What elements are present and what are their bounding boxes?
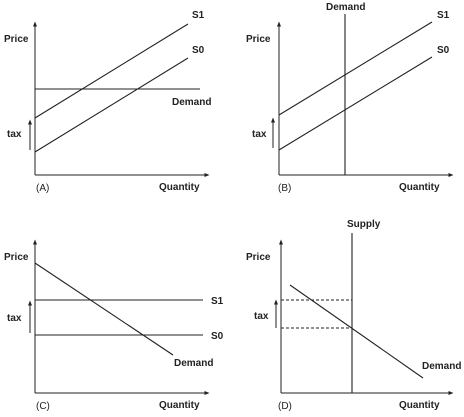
panel-c: Price Quantity (C) S1 S0 Demand tax: [4, 239, 224, 412]
panel-d-tax-label: tax: [254, 311, 269, 322]
panel-a-s0-line: [34, 57, 189, 153]
panel-b: Price Quantity (B) S1 S0 Demand tax: [246, 2, 454, 194]
panel-c-s1-label: S1: [211, 296, 224, 307]
panel-b-quantity-label: Quantity: [399, 182, 440, 193]
panel-a-price-label: Price: [4, 34, 29, 45]
panel-c-quantity-label: Quantity: [159, 400, 200, 411]
panel-b-price-label: Price: [246, 34, 271, 45]
panel-c-price-label: Price: [4, 252, 29, 263]
panel-a-quantity-label: Quantity: [159, 182, 200, 193]
panel-a-letter: (A): [36, 183, 49, 194]
panel-c-s0-label: S0: [211, 331, 224, 342]
panel-c-demand-line: [34, 262, 174, 356]
panel-a-s0-label: S0: [192, 45, 205, 56]
panel-b-s1-line: [278, 21, 433, 116]
panel-d-demand-label: Demand: [422, 361, 461, 372]
panel-d: Price Quantity (D) Supply Demand tax: [246, 219, 461, 412]
panel-a-s1-line: [34, 23, 189, 119]
panel-a-s1-label: S1: [192, 10, 205, 21]
panel-b-s0-line: [278, 56, 433, 151]
panel-c-demand-label: Demand: [174, 358, 213, 369]
panel-a-tax-label: tax: [7, 129, 22, 140]
panel-c-tax-label: tax: [7, 313, 22, 324]
panel-d-letter: (D): [278, 401, 292, 412]
panel-d-demand-line: [289, 284, 424, 379]
panel-b-demand-label: Demand: [326, 2, 365, 13]
panel-d-quantity-label: Quantity: [399, 400, 440, 411]
panel-c-letter: (C): [36, 401, 50, 412]
panel-d-supply-label: Supply: [347, 219, 381, 230]
panel-b-s0-label: S0: [437, 45, 450, 56]
panel-b-tax-label: tax: [252, 129, 267, 140]
panel-d-price-label: Price: [246, 252, 271, 263]
panel-a: Price Quantity (A) S1 S0 Demand tax: [4, 10, 211, 194]
panel-b-letter: (B): [278, 183, 291, 194]
panel-a-demand-label: Demand: [172, 97, 211, 108]
panel-b-s1-label: S1: [437, 10, 450, 21]
